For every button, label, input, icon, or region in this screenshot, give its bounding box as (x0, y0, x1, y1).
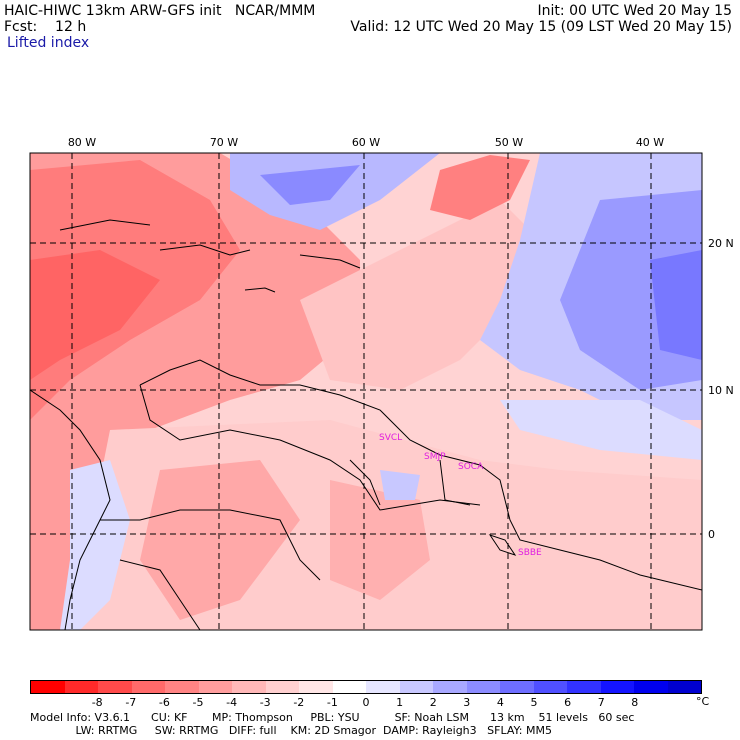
station-soca: SOCA (458, 462, 484, 472)
lon-label-40w: 40 W (636, 136, 664, 149)
lat-label-20n: 20 N (708, 237, 734, 250)
colorbar-tick-label: 3 (463, 696, 471, 709)
colorbar-tick-label: -2 (293, 696, 305, 709)
colorbar-swatch (98, 681, 132, 693)
lon-label-50w: 50 W (495, 136, 523, 149)
colorbar-swatch (31, 681, 65, 693)
colorbar-swatch (466, 681, 500, 693)
model-info-line2: LW: RRTMG SW: RRTMG DIFF: full KM: 2D Sm… (30, 724, 552, 737)
colorbar-swatch (131, 681, 165, 693)
colorbar-swatch (533, 681, 567, 693)
colorbar-swatch (165, 681, 199, 693)
colorbar-swatch (600, 681, 634, 693)
colorbar-swatch (366, 681, 400, 693)
colorbar-tick-label: 1 (396, 696, 404, 709)
station-svcl: SVCL (379, 433, 402, 443)
colorbar-swatch (399, 681, 433, 693)
colorbar-tick-label: 6 (564, 696, 572, 709)
colorbar-swatch (500, 681, 534, 693)
colorbar-swatch (433, 681, 467, 693)
colorbar-tick-label: -3 (259, 696, 271, 709)
map-field (30, 153, 702, 630)
colorbar-tick-label: -4 (226, 696, 238, 709)
colorbar-swatch (64, 681, 98, 693)
colorbar-tick-label: 7 (597, 696, 605, 709)
colorbar-tick-label: 4 (496, 696, 504, 709)
lat-label-0: 0 (708, 528, 715, 541)
field-name: Lifted index (7, 35, 90, 51)
lon-label-70w: 70 W (210, 136, 238, 149)
colorbar-swatch (198, 681, 232, 693)
colorbar-tick-label: -8 (91, 696, 103, 709)
colorbar-tick-label: -7 (125, 696, 137, 709)
station-sbbe: SBBE (518, 548, 542, 558)
colorbar-swatch (265, 681, 299, 693)
model-title: HAIC-HIWC 13km ARW-GFS init NCAR/MMM (4, 3, 316, 19)
colorbar-swatch (332, 681, 366, 693)
valid-time: Valid: 12 UTC Wed 20 May 15 (09 LST Wed … (350, 19, 732, 35)
lon-label-60w: 60 W (352, 136, 380, 149)
colorbar-tick-label: 8 (631, 696, 639, 709)
colorbar-labels: -8 -7 -6 -5 -4 -3 -2 -1 0 1 2 3 4 5 6 7 8 (30, 696, 702, 709)
colorbar-swatch (299, 681, 333, 693)
colorbar-tick-label: 0 (362, 696, 370, 709)
colorbar-tick-label: 5 (530, 696, 538, 709)
stations: SVCL SMJP SOCA SBBE (379, 433, 542, 558)
colorbar-tick-label: 2 (429, 696, 437, 709)
colorbar-tick-label: -5 (192, 696, 204, 709)
colorbar-swatch (232, 681, 266, 693)
model-info: Model Info: V3.6.1 CU: KF MP: Thompson P… (30, 711, 730, 737)
graticule (30, 153, 702, 630)
colorbar-swatch (667, 681, 701, 693)
colorbar-tick-label: -1 (326, 696, 338, 709)
colorbar (30, 680, 702, 694)
station-smjp: SMJP (424, 452, 446, 462)
colorbar-swatch (567, 681, 601, 693)
model-info-line1: Model Info: V3.6.1 CU: KF MP: Thompson P… (30, 711, 635, 724)
coastlines (30, 219, 702, 630)
colorbar-unit: °C (696, 695, 710, 708)
lon-label-80w: 80 W (68, 136, 96, 149)
colorbar-tick-label: -6 (158, 696, 170, 709)
lat-label-10n: 10 N (708, 384, 734, 397)
colorbar-swatch (634, 681, 668, 693)
init-time: Init: 00 UTC Wed 20 May 15 (537, 3, 732, 19)
map-frame (29, 152, 703, 631)
forecast-hour: Fcst: 12 h (4, 19, 87, 35)
